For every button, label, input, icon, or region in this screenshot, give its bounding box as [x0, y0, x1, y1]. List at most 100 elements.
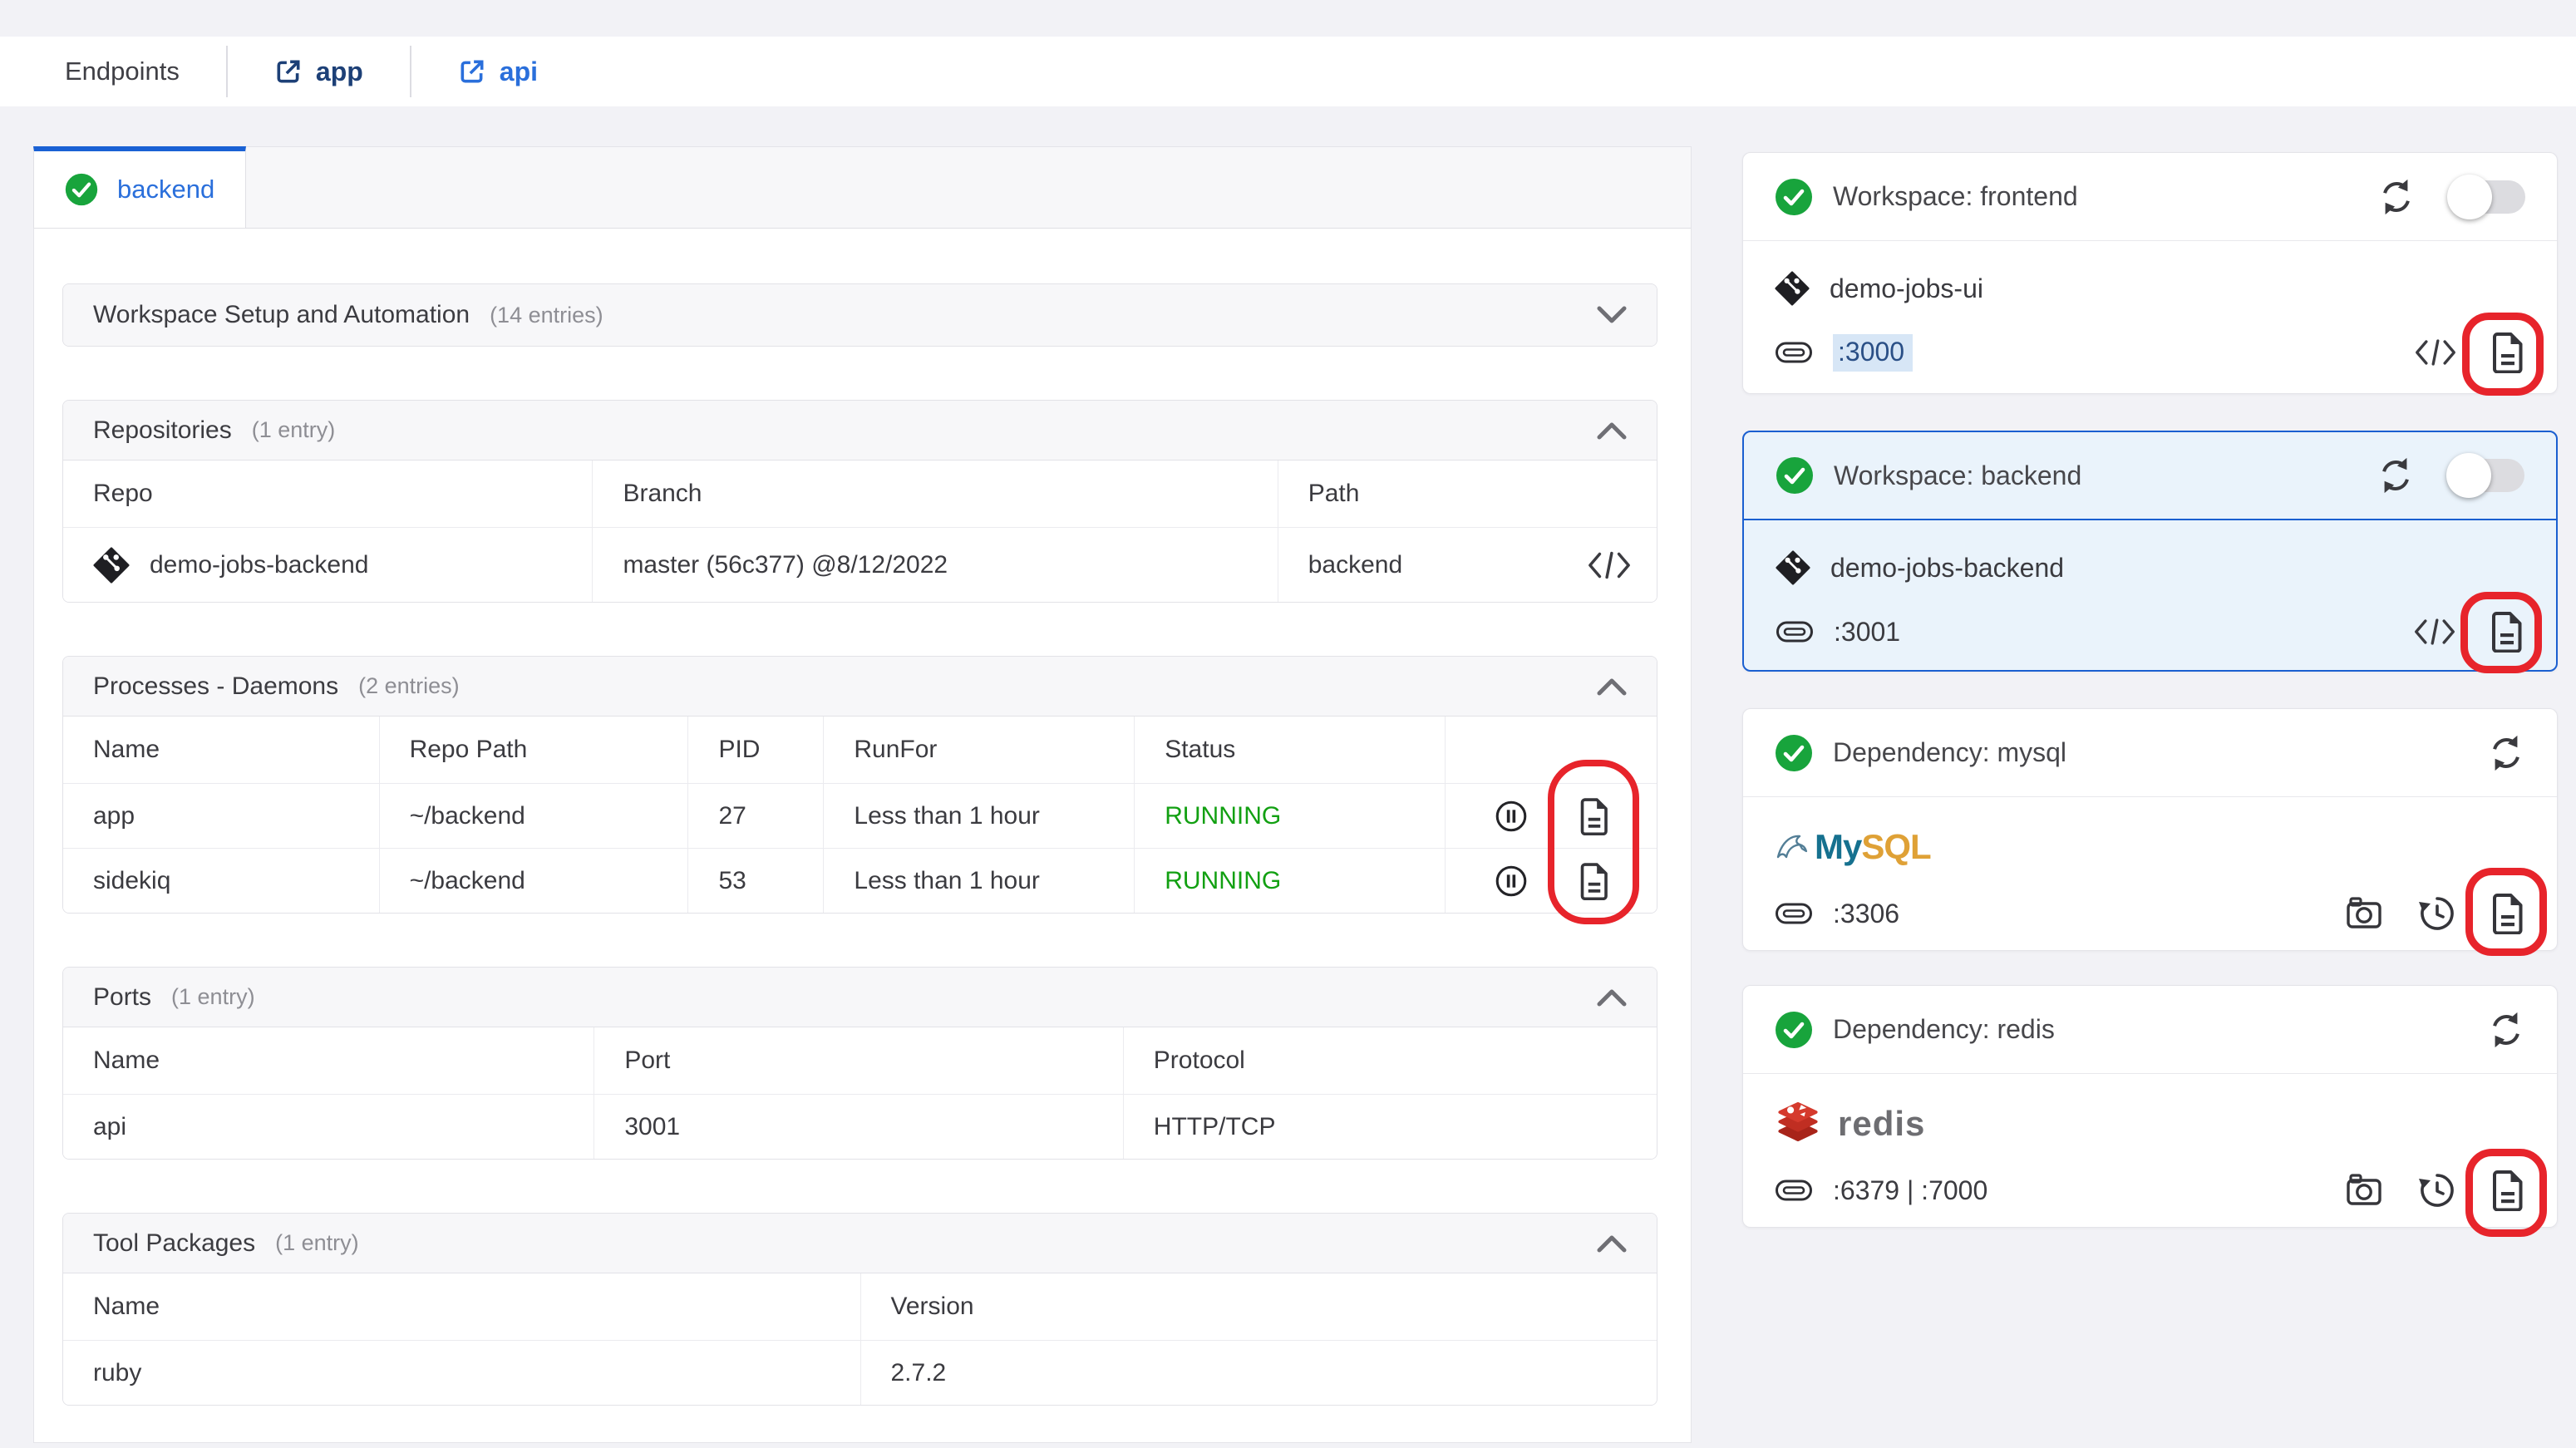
external-link-icon [274, 57, 303, 86]
refresh-icon[interactable] [2487, 1011, 2525, 1049]
section-header-repositories[interactable]: Repositories (1 entry) [63, 401, 1657, 461]
section-header-workspace-setup[interactable]: Workspace Setup and Automation (14 entri… [63, 284, 1657, 346]
document-icon[interactable] [2490, 611, 2524, 653]
card-workspace-backend: Workspace: backend demo-jobs-backend :30… [1742, 431, 2558, 672]
document-icon[interactable] [1579, 797, 1610, 835]
process-name: sidekiq [63, 848, 379, 913]
panel-content: Workspace Setup and Automation (14 entri… [34, 283, 1691, 1406]
check-circle-icon [64, 172, 99, 207]
mysql-dolphin-icon [1775, 830, 1815, 864]
column-header: Version [859, 1273, 1657, 1340]
redis-mark-icon [1775, 1098, 1821, 1150]
section-title: Processes - Daemons [93, 672, 339, 700]
section-processes: Processes - Daemons (2 entries) Name Rep… [62, 656, 1657, 914]
process-runfor: Less than 1 hour [823, 848, 1135, 913]
port-value[interactable]: :3306 [1833, 898, 1900, 928]
section-tool-packages: Tool Packages (1 entry) Name Version rub… [62, 1213, 1657, 1406]
check-circle-icon [1775, 1011, 1813, 1049]
path-cell: backend [1277, 527, 1657, 602]
section-repositories: Repositories (1 entry) Repo Branch Path … [62, 400, 1657, 603]
port-value[interactable]: :3001 [1834, 616, 1901, 647]
card-title: Workspace: frontend [1833, 181, 2078, 211]
mysql-logo: My SQL [1775, 817, 2525, 877]
card-body: My SQL :3306 [1743, 797, 2557, 950]
check-circle-icon [1776, 456, 1814, 495]
document-icon[interactable] [2490, 332, 2525, 373]
column-header: Repo Path [378, 717, 688, 783]
code-icon[interactable] [2414, 337, 2457, 368]
process-pid: 53 [687, 848, 824, 913]
port-row: :3001 [1776, 595, 2524, 668]
port-protocol: HTTP/TCP [1122, 1094, 1657, 1159]
port-row: :3000 [1775, 316, 2525, 389]
card-title: Workspace: backend [1834, 460, 2082, 490]
mysql-wordmark-sql: SQL [1861, 827, 1931, 866]
pause-icon[interactable] [1492, 862, 1530, 900]
section-count: (14 entries) [490, 302, 603, 328]
card-header: Dependency: redis [1743, 986, 2557, 1074]
ports-table: Name Port Protocol api 3001 HTTP/TCP [63, 1027, 1657, 1159]
git-icon [1776, 550, 1810, 585]
section-title: Repositories [93, 416, 232, 444]
column-header: Port [594, 1027, 1123, 1094]
refresh-icon[interactable] [2377, 178, 2416, 216]
process-status: RUNNING [1134, 848, 1446, 913]
port-icon [1775, 339, 1813, 366]
column-header: RunFor [823, 717, 1135, 783]
pause-icon[interactable] [1492, 797, 1530, 835]
mysql-wordmark-my: My [1815, 827, 1862, 866]
camera-icon[interactable] [2344, 1170, 2384, 1210]
refresh-icon[interactable] [2487, 734, 2525, 772]
toggle-thumb [2446, 453, 2491, 498]
repo-name: demo-jobs-backend [150, 550, 369, 579]
repo-cell: demo-jobs-backend [63, 527, 593, 602]
redis-logo: redis [1775, 1094, 2525, 1154]
tool-packages-table: Name Version ruby 2.7.2 [63, 1273, 1657, 1405]
branch-cell: master (56c377) @8/12/2022 [592, 527, 1278, 602]
repo-row: demo-jobs-backend [1776, 540, 2524, 595]
card-dependency-mysql: Dependency: mysql My SQL :3306 [1742, 708, 2558, 951]
document-icon[interactable] [2490, 893, 2525, 934]
card-body: demo-jobs-ui :3000 [1743, 241, 2557, 389]
path-value: backend [1308, 550, 1403, 579]
code-icon[interactable] [1587, 549, 1632, 582]
document-icon[interactable] [1579, 862, 1610, 900]
history-icon[interactable] [2417, 1170, 2457, 1210]
section-title: Workspace Setup and Automation [93, 301, 470, 328]
toggle-switch[interactable] [2446, 453, 2524, 498]
processes-table: Name Repo Path PID RunFor Status app ~/b… [63, 717, 1657, 913]
endpoint-link-api[interactable]: api [458, 57, 538, 87]
process-actions [1445, 848, 1657, 913]
column-header: Protocol [1122, 1027, 1657, 1094]
card-header: Dependency: mysql [1743, 709, 2557, 797]
endpoint-link-app[interactable]: app [274, 57, 363, 87]
card-body: redis :6379 | :7000 [1743, 1074, 2557, 1227]
endpoint-link-label: api [499, 56, 539, 86]
column-header: Name [63, 1027, 594, 1094]
process-runfor: Less than 1 hour [823, 783, 1135, 848]
section-count: (1 entry) [251, 417, 336, 442]
section-header-tool-packages[interactable]: Tool Packages (1 entry) [63, 1214, 1657, 1273]
external-link-icon [458, 57, 486, 86]
section-count: (1 entry) [171, 984, 255, 1009]
section-header-processes[interactable]: Processes - Daemons (2 entries) [63, 657, 1657, 717]
code-icon[interactable] [2413, 616, 2456, 648]
tab-backend[interactable]: backend [33, 146, 246, 228]
column-header: Name [63, 717, 379, 783]
port-value[interactable]: :3000 [1833, 333, 1914, 372]
card-header: Workspace: frontend [1743, 153, 2557, 241]
section-count: (1 entry) [275, 1230, 359, 1255]
section-header-ports[interactable]: Ports (1 entry) [63, 968, 1657, 1027]
camera-icon[interactable] [2344, 894, 2384, 933]
port-icon [1776, 618, 1814, 645]
port-value[interactable]: :6379 | :7000 [1833, 1175, 1988, 1205]
refresh-icon[interactable] [2377, 456, 2415, 495]
chevron-up-icon [1595, 677, 1628, 697]
process-repo-path: ~/backend [378, 783, 688, 848]
tool-version: 2.7.2 [859, 1340, 1657, 1405]
column-header: Repo [63, 461, 593, 527]
git-icon [93, 546, 130, 584]
history-icon[interactable] [2417, 894, 2457, 933]
document-icon[interactable] [2490, 1170, 2525, 1211]
toggle-switch[interactable] [2447, 174, 2525, 219]
